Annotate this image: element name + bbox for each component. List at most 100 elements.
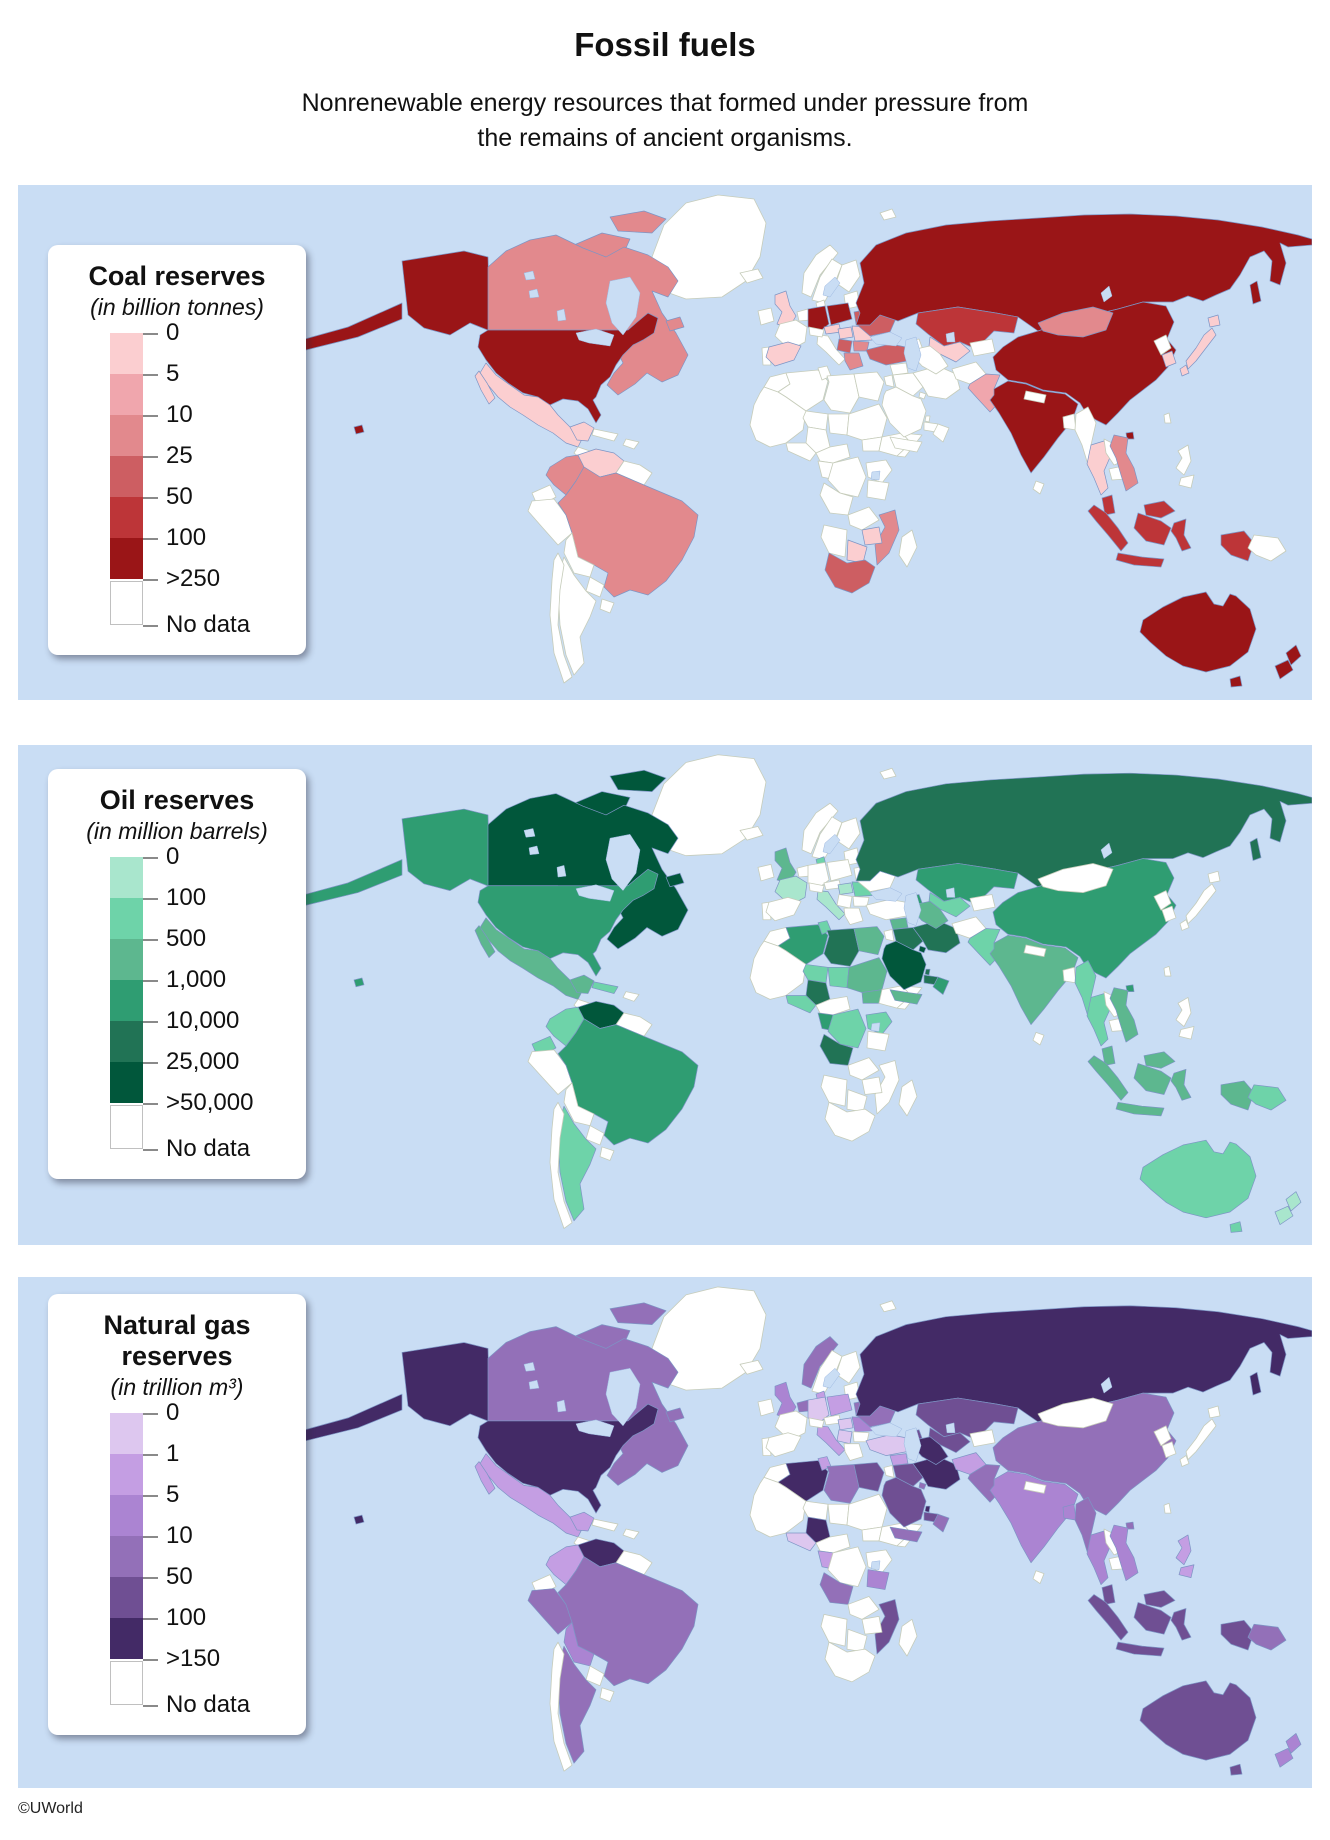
oil-map-panel: Oil reserves (in million barrels) 0 100 500 1… xyxy=(18,745,1312,1245)
country-indonesia xyxy=(1087,1055,1129,1101)
country-italy xyxy=(816,890,846,921)
country-kyrgyztajik xyxy=(969,338,996,357)
tick-mark xyxy=(143,1495,158,1497)
country-japan xyxy=(1185,1418,1217,1460)
country-poland xyxy=(826,859,853,882)
oil-tick-label: 500 xyxy=(166,925,207,952)
country-zambia xyxy=(847,506,880,531)
country-indonesia xyxy=(1133,512,1172,546)
country-indonesia xyxy=(1220,530,1255,562)
tick-mark xyxy=(143,980,158,982)
country-greenland xyxy=(651,194,767,300)
page-title: Fossil fuels xyxy=(574,26,756,63)
coal-color-segment xyxy=(110,497,143,538)
country-australia xyxy=(1229,1763,1243,1776)
country-namibia xyxy=(820,524,848,558)
gas-color-segment xyxy=(110,1577,143,1618)
country-chile xyxy=(549,552,573,684)
country-australia xyxy=(1229,1221,1243,1233)
coal-color-segment xyxy=(110,333,143,374)
country-cuba xyxy=(591,981,619,994)
country-taiwan xyxy=(1163,965,1172,977)
lake xyxy=(556,865,567,878)
country-srilanka xyxy=(1032,1031,1045,1046)
country-canada xyxy=(609,769,667,792)
lake xyxy=(1100,842,1113,859)
country-china xyxy=(1125,984,1135,992)
lake xyxy=(903,1427,922,1462)
country-canada xyxy=(665,1407,685,1423)
tick-mark xyxy=(143,1705,158,1707)
coal-tick-label: 50 xyxy=(166,483,193,510)
country-finland xyxy=(835,817,861,850)
country-bangladesh xyxy=(1062,966,1077,984)
oil-tick-label: No data xyxy=(166,1135,251,1162)
country-ireland xyxy=(757,864,775,882)
coal-tick-label: 0 xyxy=(166,319,180,346)
gas-legend: Natural gas reserves (in trillion m³) 0 1 5 1… xyxy=(48,1294,306,1735)
country-indonesia xyxy=(1170,518,1192,552)
country-india xyxy=(989,380,1079,474)
country-nz xyxy=(1285,1733,1302,1754)
lake xyxy=(605,834,641,892)
lake xyxy=(945,1422,956,1434)
country-usa xyxy=(353,1514,365,1525)
tick-mark xyxy=(143,1021,158,1023)
country-uruguay xyxy=(599,1687,615,1703)
country-nepal xyxy=(1023,1481,1047,1494)
country-qatar xyxy=(924,415,931,423)
country-indonesia xyxy=(1115,1101,1165,1117)
lake xyxy=(523,828,536,838)
country-nz xyxy=(1274,1747,1294,1768)
country-kuwait xyxy=(918,945,927,954)
country-kyrgyztajik xyxy=(969,1429,996,1448)
tick-mark xyxy=(143,497,158,499)
country-usa xyxy=(401,250,491,336)
country-hispaniola xyxy=(622,991,640,1002)
gas-legend-unit: (in trillion m³) xyxy=(110,1374,244,1400)
country-hungary xyxy=(837,326,854,340)
country-norway xyxy=(801,1336,839,1389)
country-uruguay xyxy=(599,598,615,614)
country-poland xyxy=(826,302,853,326)
oil-tick-label: 10,000 xyxy=(166,1007,240,1034)
country-nz xyxy=(1285,644,1302,666)
country-wafcoast xyxy=(785,1532,817,1552)
country-paraguay xyxy=(585,1125,605,1146)
country-philippines xyxy=(1175,1534,1192,1566)
country-skorea xyxy=(1161,350,1177,368)
country-indonesia xyxy=(1115,552,1165,568)
country-canada xyxy=(609,210,667,234)
country-china xyxy=(1125,431,1135,440)
country-mexico xyxy=(474,370,496,405)
country-wafrica xyxy=(749,386,807,448)
lake xyxy=(822,833,841,855)
country-drc xyxy=(827,456,867,498)
country-iceland xyxy=(739,826,764,841)
lake xyxy=(822,1367,841,1389)
country-finland xyxy=(835,1351,861,1384)
country-usa xyxy=(477,868,659,977)
country-paraguay xyxy=(585,1665,605,1687)
country-alps xyxy=(808,326,825,338)
country-safrica xyxy=(824,1101,876,1142)
country-png xyxy=(1247,534,1287,562)
country-nepal xyxy=(1023,390,1047,404)
country-france xyxy=(774,319,808,351)
copyright-credit: ©UWorld xyxy=(18,1800,83,1817)
country-hispaniola xyxy=(622,438,640,450)
country-vietnam xyxy=(1109,434,1139,492)
country-egypt xyxy=(853,926,885,956)
gas-legend-title: Natural gas reserves xyxy=(103,1310,251,1371)
tick-mark xyxy=(143,538,158,540)
lake xyxy=(523,270,536,281)
lake xyxy=(605,276,641,336)
country-indonesia xyxy=(1133,1063,1172,1095)
country-svalbard xyxy=(879,1300,897,1313)
country-svalbard xyxy=(879,208,897,221)
country-italy xyxy=(816,334,846,366)
country-zimbabwe xyxy=(861,526,883,546)
oil-tick-label: 0 xyxy=(166,843,180,870)
country-oman xyxy=(932,976,950,995)
country-nkorea xyxy=(1153,334,1172,356)
